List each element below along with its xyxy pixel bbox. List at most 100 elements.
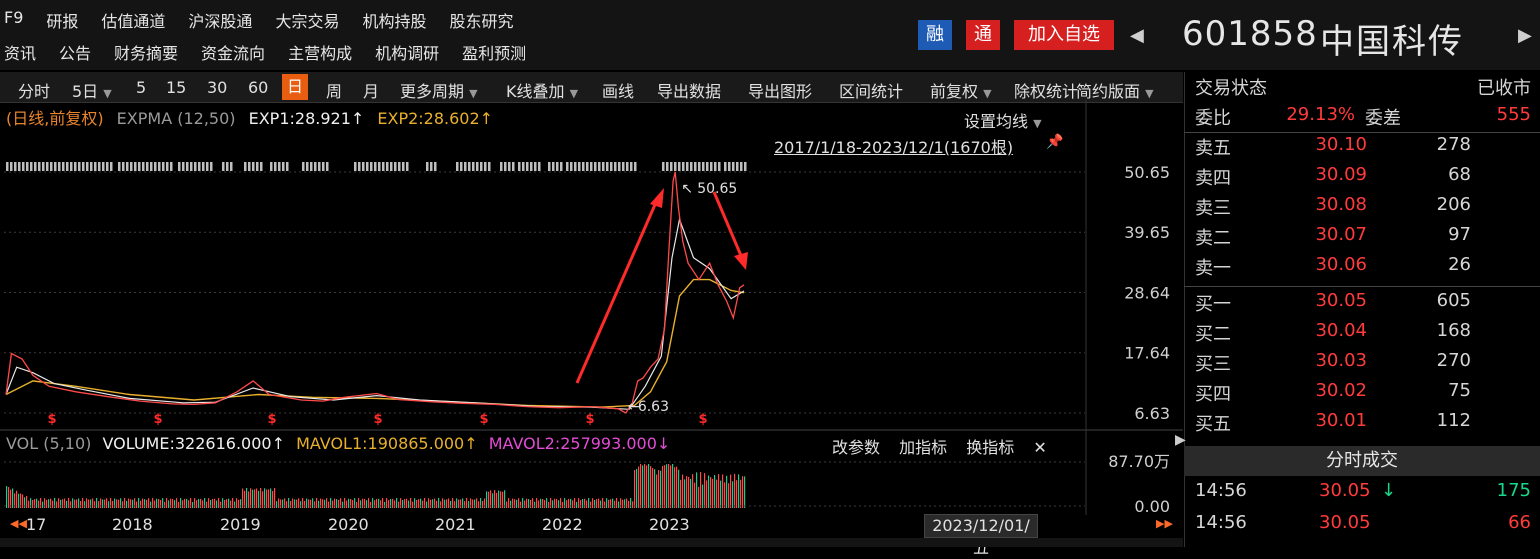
dividend-icon[interactable]: $ — [267, 412, 276, 427]
volume-bar — [352, 500, 354, 508]
volume-bar — [524, 500, 526, 508]
export-data-button[interactable]: 导出数据 — [657, 82, 722, 101]
nav-valuation-channel[interactable]: 估值通道 — [101, 12, 166, 31]
volume-bar — [460, 499, 462, 508]
nav-f9[interactable]: F9 — [4, 8, 24, 27]
nav-announcements[interactable]: 公告 — [59, 44, 92, 63]
more-periods-dropdown[interactable]: 更多周期 ▼ — [400, 78, 478, 102]
volume-bar — [534, 501, 536, 508]
add-to-watchlist-button[interactable]: 加入自选 — [1014, 20, 1114, 50]
adjust-dropdown[interactable]: 前复权 ▼ — [930, 78, 992, 102]
event-marker — [590, 162, 593, 171]
event-marker — [574, 162, 577, 171]
nav-capital-flow[interactable]: 资金流向 — [201, 44, 266, 63]
event-marker — [282, 162, 285, 171]
volume-bar — [280, 499, 282, 508]
volume-bar — [96, 498, 98, 508]
prev-stock-icon[interactable]: ◀ — [1130, 25, 1144, 46]
change-params-button[interactable]: 改参数 — [832, 438, 881, 457]
volume-bar — [392, 498, 394, 508]
nav-block-trade[interactable]: 大宗交易 — [275, 12, 340, 31]
nav-business-composition[interactable]: 主营构成 — [288, 44, 353, 63]
dividend-icon[interactable]: $ — [585, 412, 594, 427]
volume-bar — [586, 500, 588, 508]
close-icon[interactable]: ✕ — [1033, 438, 1047, 457]
event-marker — [670, 162, 673, 171]
volume-bar — [676, 466, 678, 508]
layout-dropdown[interactable]: 简约版面 ▼ — [1076, 78, 1154, 102]
tab-15min[interactable]: 15 — [166, 78, 187, 97]
event-marker — [512, 162, 515, 171]
tick-trades-header[interactable]: 分时成交 — [1184, 446, 1540, 476]
pin-icon[interactable]: 📌 — [1046, 134, 1064, 150]
tab-monthly[interactable]: 月 — [363, 82, 380, 101]
event-marker — [560, 162, 563, 171]
volume-bar — [20, 493, 22, 508]
event-marker — [244, 162, 247, 171]
volume-bar — [38, 500, 40, 508]
dividend-icon[interactable]: $ — [698, 412, 707, 427]
nav-stock-connect[interactable]: 沪深股通 — [188, 12, 253, 31]
kline-overlay-dropdown[interactable]: K线叠加 ▼ — [506, 78, 578, 102]
nav-shareholder-research[interactable]: 股东研究 — [449, 12, 514, 31]
volume-bar — [670, 465, 672, 508]
dividend-icon[interactable]: $ — [153, 412, 162, 427]
volume-bar — [214, 498, 216, 508]
interval-stats-button[interactable]: 区间统计 — [839, 82, 904, 101]
volume-bar — [508, 498, 510, 508]
event-marker — [198, 162, 201, 171]
next-stock-icon[interactable]: ▶ — [1518, 25, 1532, 46]
volume-bar — [164, 501, 166, 508]
x-tick-label: 2020 — [328, 515, 369, 534]
volume-value: VOLUME:322616.000↑ — [102, 434, 285, 453]
volume-bar — [720, 480, 722, 508]
stock-code: 601858 — [1182, 14, 1318, 54]
add-indicator-button[interactable]: 加指标 — [899, 438, 948, 457]
tab-daily[interactable]: 日 — [282, 74, 309, 100]
nav-news[interactable]: 资讯 — [4, 44, 37, 63]
scroll-left-icon[interactable]: ◀◀ — [10, 517, 27, 530]
tab-30min[interactable]: 30 — [207, 78, 228, 97]
ex-rights-button[interactable]: 除权统计 — [1014, 82, 1079, 101]
tick-price: 30.05 — [1319, 480, 1371, 501]
ma-settings-dropdown[interactable]: 设置均线 ▼ — [964, 108, 1042, 132]
export-chart-button[interactable]: 导出图形 — [748, 82, 813, 101]
margin-trading-badge[interactable]: 融 — [918, 20, 952, 50]
nav-financial-summary[interactable]: 财务摘要 — [114, 44, 179, 63]
volume-bar — [204, 498, 206, 508]
tab-5min[interactable]: 5 — [136, 78, 147, 97]
draw-line-button[interactable]: 画线 — [602, 82, 635, 101]
date-range-label[interactable]: 2017/1/18-2023/12/1(1670根) — [774, 138, 1014, 157]
tab-60min[interactable]: 60 — [248, 78, 269, 97]
dividend-icon[interactable]: $ — [373, 412, 382, 427]
scroll-right-icon[interactable]: ▶▶ — [1156, 517, 1173, 530]
volume-bar — [118, 499, 120, 508]
level-label: 卖四 — [1195, 168, 1231, 189]
tab-five-day[interactable]: 5日 ▼ — [72, 78, 112, 102]
volume-bar — [606, 498, 608, 508]
volume-bar — [76, 499, 78, 508]
event-marker — [94, 162, 97, 171]
stock-connect-badge[interactable]: 通 — [966, 20, 1000, 50]
indicator-name[interactable]: EXPMA (12,50) — [116, 109, 236, 128]
nav-research-report[interactable]: 研报 — [46, 12, 79, 31]
volume-bar — [326, 498, 328, 508]
nav-row-primary: F9 研报 估值通道 沪深股通 大宗交易 机构持股 股东研究 — [4, 8, 536, 32]
expand-panel-icon[interactable]: ▶ — [1175, 432, 1186, 448]
volume-bar — [418, 499, 420, 508]
event-marker — [194, 162, 197, 171]
event-marker — [706, 162, 709, 171]
dividend-icon[interactable]: $ — [479, 412, 488, 427]
event-marker — [210, 162, 213, 171]
dividend-icon[interactable]: $ — [47, 412, 56, 427]
volume-bar — [300, 501, 302, 508]
volume-bar — [464, 501, 466, 508]
switch-indicator-button[interactable]: 换指标 — [966, 438, 1015, 457]
vol-indicator-name[interactable]: VOL (5,10) — [6, 434, 92, 453]
tab-weekly[interactable]: 周 — [326, 82, 343, 101]
nav-institution-survey[interactable]: 机构调研 — [375, 44, 440, 63]
nav-profit-forecast[interactable]: 盈利预测 — [462, 44, 527, 63]
tab-intraday[interactable]: 分时 — [18, 82, 51, 101]
nav-institution-holdings[interactable]: 机构持股 — [362, 12, 427, 31]
